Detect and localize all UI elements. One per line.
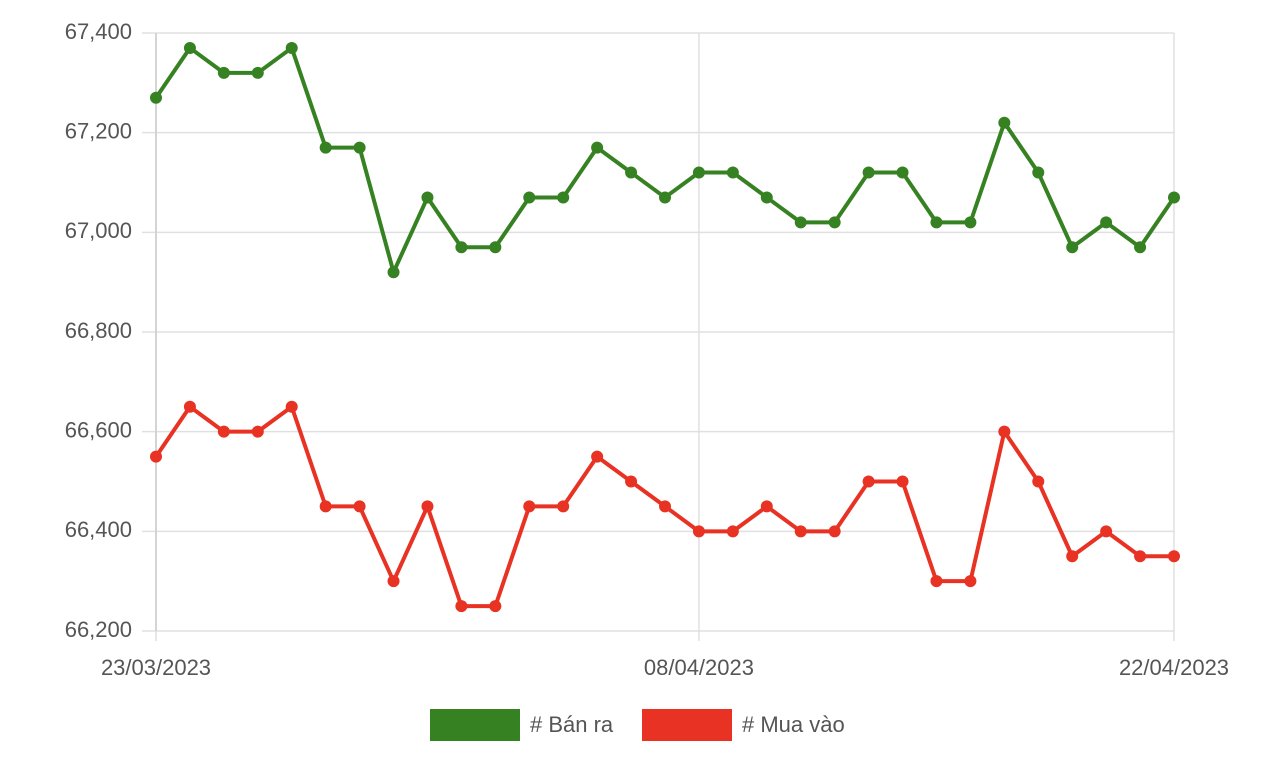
y-tick-label: 66,200	[65, 617, 132, 642]
point	[523, 500, 536, 513]
legend-label: # Bán ra	[530, 712, 614, 737]
point	[828, 216, 841, 229]
point	[319, 141, 332, 154]
legend-label: # Mua vào	[742, 712, 845, 737]
point	[217, 425, 230, 438]
y-tick-label: 66,600	[65, 417, 132, 442]
point	[862, 166, 875, 179]
point	[692, 525, 705, 538]
point	[1066, 241, 1079, 254]
x-tick-label: 23/03/2023	[101, 655, 211, 680]
y-tick-label: 67,200	[65, 118, 132, 143]
point	[794, 525, 807, 538]
point	[998, 116, 1011, 129]
point	[150, 91, 162, 104]
point	[1168, 550, 1180, 563]
point	[183, 41, 196, 54]
point	[285, 400, 298, 413]
point	[285, 41, 298, 54]
point	[659, 191, 671, 204]
series-line	[154, 45, 1176, 275]
point	[964, 575, 977, 588]
x-tick-label: 22/04/2023	[1119, 655, 1229, 680]
point	[726, 166, 739, 179]
point	[183, 400, 196, 413]
point	[591, 450, 604, 463]
legend-swatch	[642, 709, 732, 741]
point	[1032, 166, 1045, 179]
point	[421, 191, 434, 204]
point	[353, 141, 366, 154]
point	[251, 66, 264, 79]
point	[319, 500, 332, 513]
point	[862, 475, 875, 488]
point	[387, 575, 400, 588]
point	[760, 500, 773, 513]
point	[625, 166, 638, 179]
point	[150, 450, 162, 463]
point	[930, 575, 943, 588]
point	[1134, 550, 1147, 563]
point	[591, 141, 604, 154]
y-tick-label: 67,000	[65, 218, 132, 243]
point	[217, 66, 230, 79]
point	[1066, 550, 1079, 563]
y-tick-label: 67,400	[65, 19, 132, 44]
point	[794, 216, 807, 229]
point	[387, 266, 400, 279]
point	[489, 241, 502, 254]
point	[964, 216, 977, 229]
y-tick-label: 66,800	[65, 318, 132, 343]
point	[557, 500, 570, 513]
legend-swatch	[430, 709, 520, 741]
point	[760, 191, 773, 204]
point	[1100, 525, 1113, 538]
point	[421, 500, 434, 513]
point	[625, 475, 638, 488]
point	[455, 600, 468, 613]
point	[998, 425, 1011, 438]
x-tick-label: 08/04/2023	[644, 655, 754, 680]
point	[896, 166, 909, 179]
point	[1134, 241, 1147, 254]
point	[896, 475, 909, 488]
point	[1100, 216, 1113, 229]
point	[523, 191, 536, 204]
point	[659, 500, 671, 513]
point	[1032, 475, 1045, 488]
point	[455, 241, 468, 254]
point	[251, 425, 264, 438]
point	[930, 216, 943, 229]
point	[692, 166, 705, 179]
point	[1168, 191, 1180, 204]
point	[726, 525, 739, 538]
point	[489, 600, 502, 613]
point	[353, 500, 366, 513]
point	[557, 191, 570, 204]
y-tick-label: 66,400	[65, 517, 132, 542]
point	[828, 525, 841, 538]
